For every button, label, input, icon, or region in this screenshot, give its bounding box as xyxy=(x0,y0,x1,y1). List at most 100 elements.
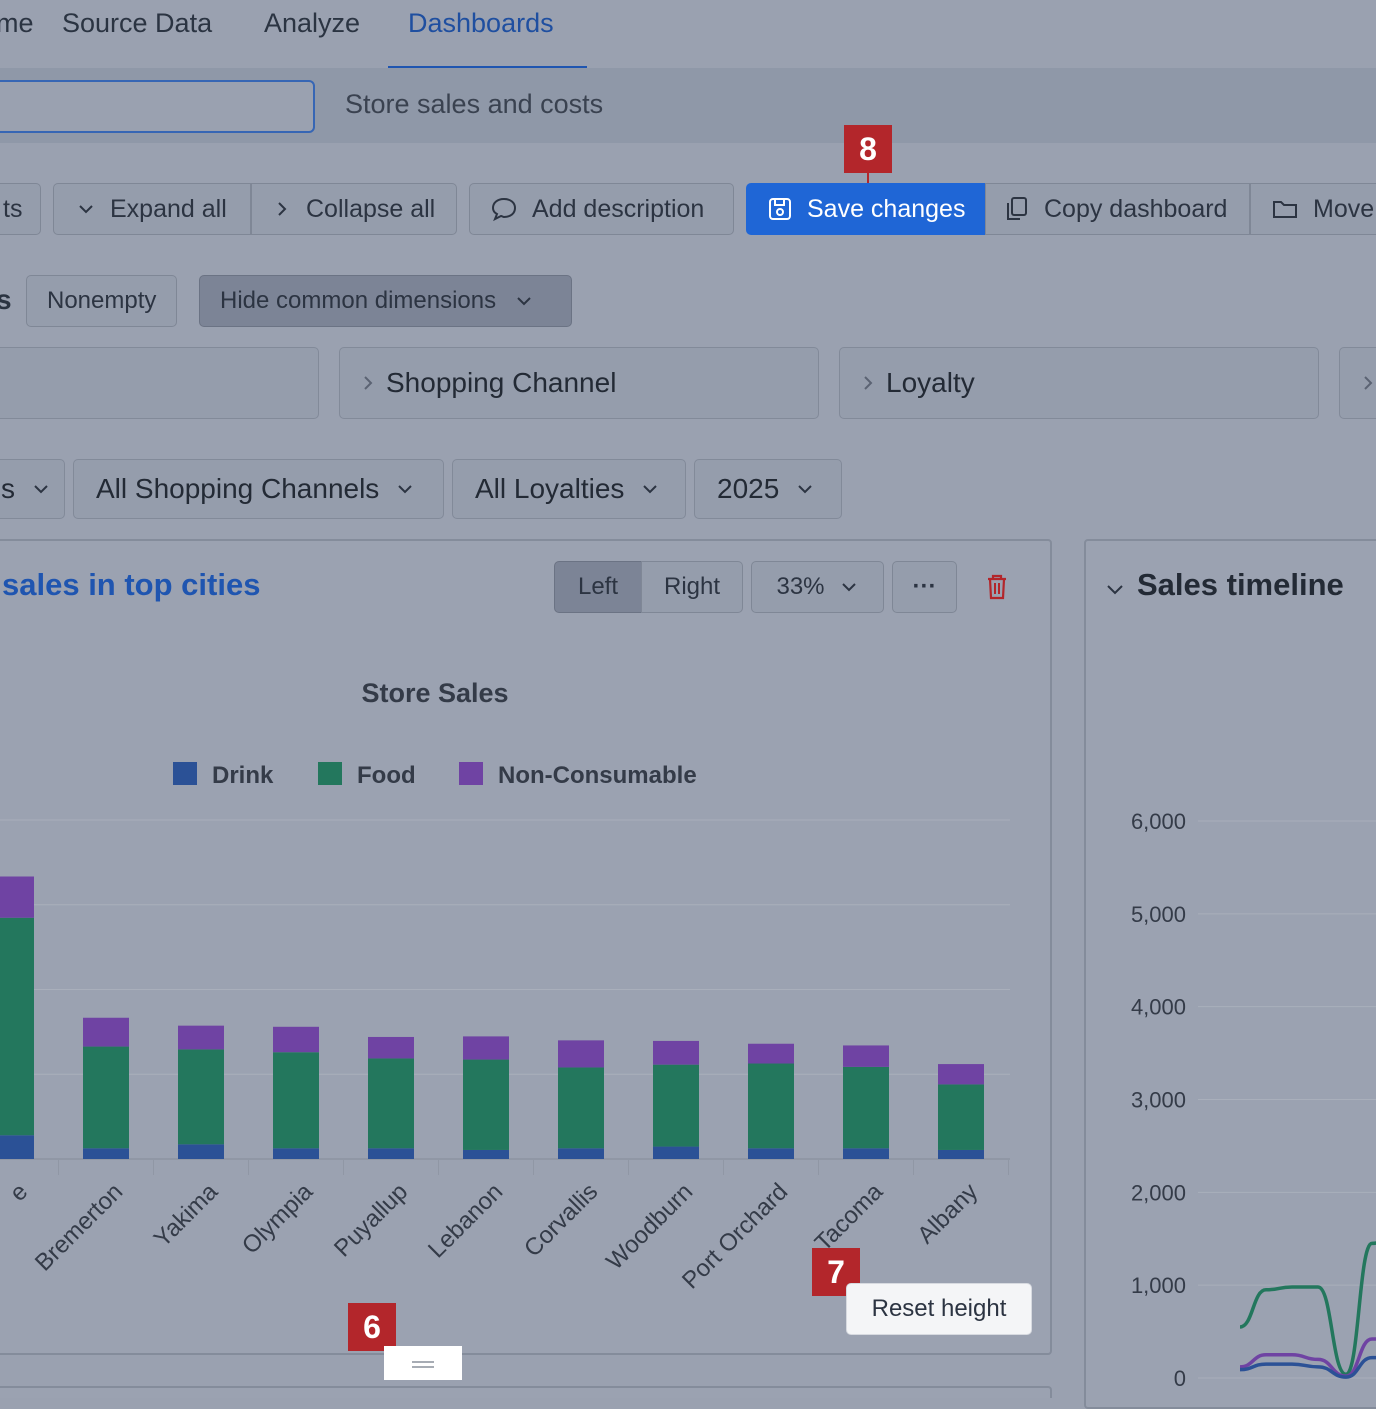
position-left-button[interactable]: Left xyxy=(554,561,642,613)
chevron-down-icon xyxy=(31,479,51,499)
dimension-card-shopping-channel[interactable]: Shopping Channel xyxy=(339,347,819,419)
bar-segment xyxy=(273,1148,319,1159)
chevron-right-icon xyxy=(1360,374,1376,392)
y-tick-label: 2,000 xyxy=(1131,1180,1186,1205)
shopping-channel-filter-value: All Shopping Channels xyxy=(96,473,380,504)
bar-segment xyxy=(178,1049,224,1145)
bar-segment xyxy=(368,1148,414,1159)
move-button[interactable]: Move xyxy=(1250,183,1376,235)
toolbar-partial-label: ts xyxy=(3,194,23,223)
timeline-grid xyxy=(1198,820,1376,1379)
folder-icon xyxy=(1271,197,1299,221)
filter-dropdown-partial[interactable]: s xyxy=(0,459,65,519)
copy-icon xyxy=(1004,195,1030,223)
expand-all-button[interactable]: Expand all xyxy=(53,183,251,235)
y-tick-label: 1,000 xyxy=(1131,1273,1186,1298)
nav-item-source-data[interactable]: Source Data xyxy=(62,8,213,38)
bar-segment xyxy=(83,1017,129,1047)
copy-dashboard-label: Copy dashboard xyxy=(1044,194,1228,223)
callout-badge-6: 6 xyxy=(348,1303,396,1351)
save-changes-button[interactable]: Save changes xyxy=(746,183,986,235)
add-description-label: Add description xyxy=(532,194,705,223)
bar-segment xyxy=(653,1064,699,1147)
resize-handle[interactable] xyxy=(384,1346,462,1380)
chevron-down-icon xyxy=(640,479,660,499)
nonempty-toggle[interactable]: Nonempty xyxy=(26,275,178,327)
expand-all-label: Expand all xyxy=(110,194,227,223)
options-partial-label: s xyxy=(0,284,12,315)
nav-item-home[interactable]: me xyxy=(0,8,34,38)
toolbar-partial-button[interactable]: ts xyxy=(0,183,41,235)
chevron-right-icon xyxy=(360,374,376,392)
bar-segment xyxy=(938,1064,984,1085)
filter-partial-label: s xyxy=(1,473,15,504)
x-tick-label: Albany xyxy=(912,1178,983,1249)
legend-swatch xyxy=(173,762,197,785)
floppy-disk-icon xyxy=(767,196,793,222)
year-filter[interactable]: 2025 xyxy=(694,459,842,519)
timeline-lines xyxy=(1239,1241,1376,1379)
bar-segment xyxy=(843,1045,889,1067)
bar-segment xyxy=(748,1043,794,1064)
bar-segment xyxy=(653,1146,699,1159)
reset-height-button[interactable]: Reset height xyxy=(846,1283,1032,1335)
copy-dashboard-button[interactable]: Copy dashboard xyxy=(985,183,1250,235)
bar-segment xyxy=(178,1144,224,1159)
nonempty-label: Nonempty xyxy=(47,287,157,314)
dashboard-name-input[interactable] xyxy=(0,80,315,133)
x-tick-label: Lebanon xyxy=(423,1178,508,1263)
more-options-button[interactable]: ··· xyxy=(892,561,957,613)
x-tick-label: Woodburn xyxy=(601,1178,698,1275)
timeline-y-axis-labels: 0 1,000 2,000 3,000 4,000 5,000 6,000 xyxy=(1131,809,1186,1391)
width-dropdown[interactable]: 33% xyxy=(751,561,884,613)
add-description-button[interactable]: Add description xyxy=(469,183,734,235)
bar-segment xyxy=(368,1036,414,1059)
shopping-channel-filter[interactable]: All Shopping Channels xyxy=(73,459,444,519)
loyalty-filter-value: All Loyalties xyxy=(475,473,625,504)
active-tab-indicator xyxy=(388,66,587,69)
y-tick-label: 5,000 xyxy=(1131,902,1186,927)
nav-item-dashboards[interactable]: Dashboards xyxy=(408,8,554,38)
bar-segment xyxy=(748,1063,794,1149)
timeline-report-title: Sales timeline xyxy=(1137,567,1344,602)
drag-handle-icon xyxy=(412,1361,434,1368)
legend-label[interactable]: Drink xyxy=(212,762,274,789)
position-right-button[interactable]: Right xyxy=(641,561,743,613)
timeline-series-line xyxy=(1239,1355,1376,1379)
bar-segment xyxy=(938,1149,984,1159)
more-options-icon: ··· xyxy=(912,573,937,600)
save-changes-label: Save changes xyxy=(807,194,966,223)
bar-segment xyxy=(273,1052,319,1149)
position-right-label: Right xyxy=(663,573,721,600)
chevron-right-icon xyxy=(860,374,876,392)
loyalty-filter[interactable]: All Loyalties xyxy=(452,459,686,519)
x-tick-label: Yakima xyxy=(149,1178,224,1253)
collapse-all-button[interactable]: Collapse all xyxy=(251,183,457,235)
bar-segment xyxy=(463,1059,509,1150)
legend-swatch xyxy=(459,762,483,785)
nav-item-analyze[interactable]: Analyze xyxy=(264,8,361,38)
hide-common-dimensions-dropdown[interactable]: Hide common dimensions xyxy=(199,275,572,327)
dimension-card-next[interactable] xyxy=(1339,347,1376,419)
callout-connector xyxy=(867,173,869,183)
report-panel-sales-timeline xyxy=(1084,539,1376,1409)
dimension-card-partial[interactable] xyxy=(0,347,319,419)
y-tick-label: 4,000 xyxy=(1131,995,1186,1020)
callout-badge-8: 8 xyxy=(844,125,892,173)
x-tick-label: Bremerton xyxy=(30,1178,128,1276)
dimension-card-loyalty[interactable]: Loyalty xyxy=(839,347,1319,419)
trash-icon[interactable] xyxy=(984,572,1010,607)
chevron-down-icon xyxy=(514,291,534,311)
dashboard-subtitle: Store sales and costs xyxy=(345,89,604,119)
bar-segment xyxy=(0,917,34,1136)
chevron-down-icon[interactable] xyxy=(1104,578,1126,605)
legend-label[interactable]: Non-Consumable xyxy=(498,762,697,789)
bar-segment xyxy=(273,1026,319,1053)
legend-label[interactable]: Food xyxy=(357,762,416,789)
bar-segment xyxy=(83,1148,129,1159)
comment-icon xyxy=(490,196,518,222)
x-tick-label: Olympia xyxy=(237,1178,319,1260)
bar-segment xyxy=(558,1148,604,1159)
report-title-link[interactable]: sales in top cities xyxy=(2,567,261,602)
width-value: 33% xyxy=(776,573,825,600)
